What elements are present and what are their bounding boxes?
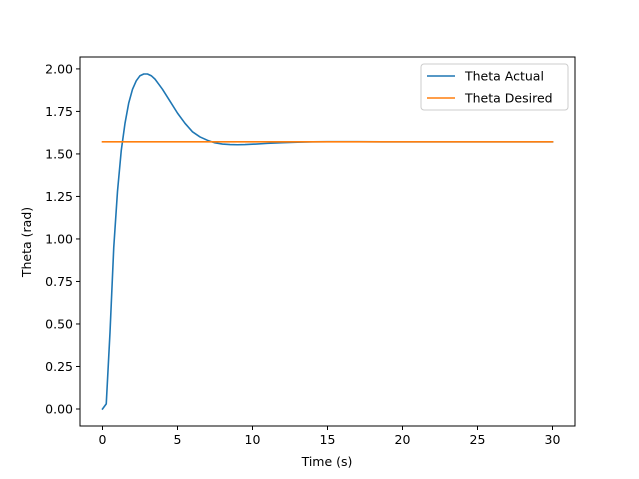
y-axis-label: Theta (rad) xyxy=(19,207,34,278)
y-tick-label: 1.50 xyxy=(45,146,73,161)
y-tick-label: 1.75 xyxy=(45,104,73,119)
legend-label-0: Theta Actual xyxy=(464,69,544,84)
axes-frame xyxy=(79,56,576,427)
x-tick-label: 15 xyxy=(320,432,336,447)
series-line-0 xyxy=(101,73,554,411)
y-tick-label: 0.50 xyxy=(45,316,73,331)
y-tick-label: 1.00 xyxy=(45,231,73,246)
y-tick-label: 2.00 xyxy=(45,61,73,76)
x-tick-label: 30 xyxy=(545,432,561,447)
x-axis-label: Time (s) xyxy=(301,454,353,469)
y-axis-ticks: 0.00 0.25 0.50 0.75 1.00 1.25 1.50 1.75 2.00 xyxy=(45,61,80,416)
plot-area xyxy=(79,56,576,427)
x-tick-label: 10 xyxy=(245,432,261,447)
legend-box xyxy=(420,63,569,111)
x-tick-label: 25 xyxy=(470,432,486,447)
y-tick-label: 0.00 xyxy=(45,401,73,416)
legend: Theta Actual Theta Desired xyxy=(420,63,569,111)
y-tick-label: 0.75 xyxy=(45,274,73,289)
x-tick-label: 20 xyxy=(395,432,411,447)
y-tick-label: 0.25 xyxy=(45,359,73,374)
x-tick-label: 0 xyxy=(99,432,107,447)
legend-label-1: Theta Desired xyxy=(464,91,553,106)
x-tick-label: 5 xyxy=(174,432,182,447)
x-axis-ticks: 0 5 10 15 20 25 30 xyxy=(99,426,561,447)
y-tick-label: 1.25 xyxy=(45,189,73,204)
